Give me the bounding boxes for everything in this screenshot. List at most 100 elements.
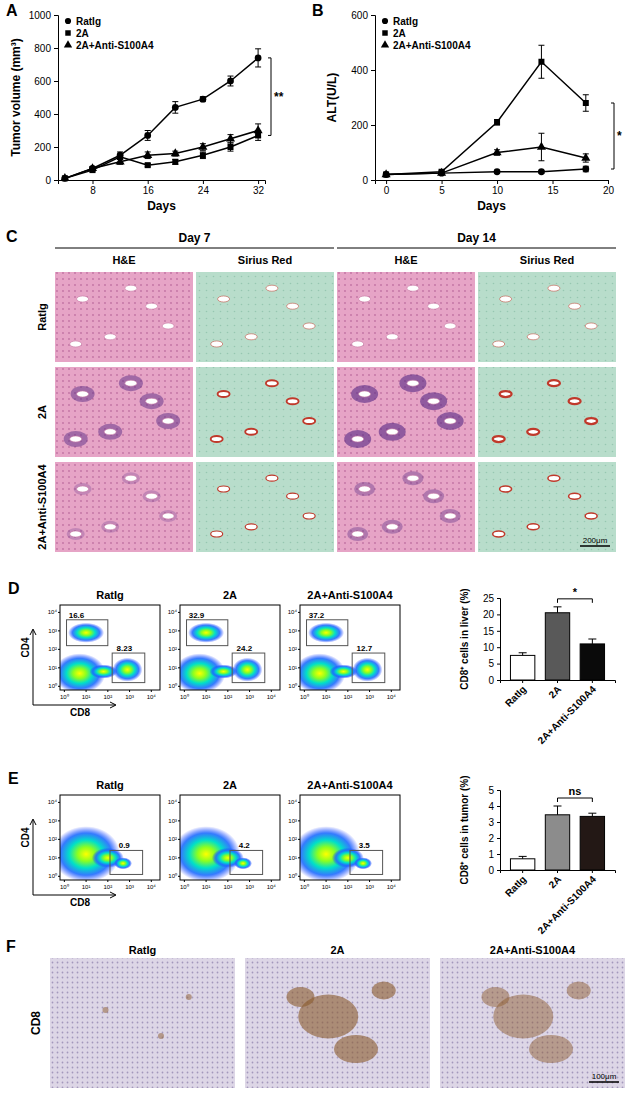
marker	[538, 59, 544, 65]
inflammation	[437, 412, 464, 430]
tick: 4	[488, 801, 500, 812]
group-title: 2A	[330, 944, 344, 956]
series-line	[65, 58, 258, 178]
vessel	[218, 296, 230, 302]
tick-label: 0	[488, 865, 494, 876]
flow-plot: 3.510⁰10⁰10¹10¹10²10²10³10³10⁴10⁴2A+Anti…	[288, 779, 400, 890]
marker	[228, 144, 234, 150]
stain-header: H&E	[112, 254, 135, 266]
vessel	[70, 436, 82, 442]
panel-label: B	[312, 2, 324, 19]
tick-mark	[298, 876, 300, 877]
tick-label: 2	[488, 833, 494, 844]
legend-label: 2A	[76, 28, 89, 39]
tick-label: 10⁰	[180, 883, 189, 890]
density-blob	[329, 665, 357, 679]
significance: *	[573, 586, 578, 598]
legend-label: 2A+Anti-S100A4	[393, 40, 471, 51]
inflammation	[382, 520, 403, 534]
vessel	[211, 531, 223, 537]
stain-spot	[103, 1007, 109, 1013]
tick-mark	[58, 839, 60, 840]
tick: RatIg	[503, 870, 528, 899]
tick: RatIg	[503, 680, 528, 709]
tick: 0	[488, 865, 500, 876]
header-rule	[55, 248, 334, 249]
marker	[582, 166, 589, 173]
tick-mark	[178, 686, 180, 687]
tick: 5	[488, 658, 500, 669]
tick-label: 10⁴	[147, 694, 157, 700]
bar	[510, 859, 534, 870]
gate-value: 32.9	[189, 611, 205, 620]
tick-label: 10⁰	[180, 693, 189, 700]
image-texture	[50, 958, 235, 1088]
tick: 2	[488, 833, 500, 844]
error-bar	[145, 131, 151, 141]
tick-label: 10²	[103, 884, 112, 890]
tick-label: 16	[143, 185, 155, 196]
error-bar	[255, 49, 261, 67]
inflammation	[67, 528, 85, 540]
vessel	[585, 323, 597, 329]
tick-mark	[86, 690, 87, 692]
marker	[60, 173, 69, 181]
inflammation	[159, 510, 177, 522]
tick-label: 10⁰	[300, 693, 309, 700]
image-base	[55, 367, 193, 457]
image-base	[478, 367, 616, 457]
tick-mark	[371, 125, 375, 126]
bar	[545, 613, 569, 680]
tick-label: 10³	[288, 628, 297, 634]
tick-mark	[326, 880, 327, 882]
image-base	[478, 272, 616, 362]
vessel	[548, 380, 560, 386]
flow-plot: 37.212.710⁰10⁰10¹10¹10²10²10³10³10⁴10⁴2A…	[288, 589, 400, 700]
tick-label: 10³	[245, 694, 254, 700]
vessel	[162, 418, 174, 424]
bar	[580, 816, 604, 870]
tick-label: 10²	[288, 836, 297, 842]
image-base	[478, 462, 616, 552]
plot-area	[510, 806, 604, 870]
image-base	[337, 462, 475, 552]
vessel	[70, 531, 82, 537]
tick-mark	[371, 180, 375, 181]
tissue-image	[50, 958, 235, 1088]
significance-bracket	[558, 798, 593, 802]
tick-mark	[86, 880, 87, 882]
vessel	[245, 334, 257, 340]
tick-mark	[386, 180, 387, 184]
tick-label: 10³	[48, 818, 57, 824]
vessel	[287, 398, 299, 404]
marker	[172, 159, 178, 165]
tick-mark	[497, 598, 500, 599]
vessel	[162, 323, 174, 329]
gate-value: 0.9	[119, 841, 131, 850]
tick-mark	[298, 649, 300, 650]
marker	[144, 132, 151, 139]
density-blob	[234, 857, 252, 869]
tick-label: 10⁴	[147, 884, 157, 890]
tick-mark	[391, 690, 392, 692]
tick-mark	[497, 870, 500, 871]
vessel	[569, 303, 581, 309]
bar	[580, 644, 604, 680]
tick-mark	[497, 680, 500, 681]
tick: 32	[253, 180, 265, 196]
tissue-image	[337, 462, 475, 552]
axis-line	[497, 791, 501, 871]
tick-mark	[184, 690, 185, 692]
series-line	[65, 131, 258, 179]
arrow-head	[110, 892, 116, 898]
significance: ns	[569, 785, 582, 797]
axis-line	[376, 181, 609, 185]
vessel	[359, 486, 371, 492]
significance-bracket	[611, 103, 614, 169]
gate-value: 24.2	[237, 644, 253, 653]
vessel	[146, 303, 158, 309]
gate-value: 3.5	[359, 841, 371, 850]
flow-density	[180, 623, 262, 690]
tick-label: 10²	[223, 694, 232, 700]
image-texture	[245, 958, 430, 1088]
